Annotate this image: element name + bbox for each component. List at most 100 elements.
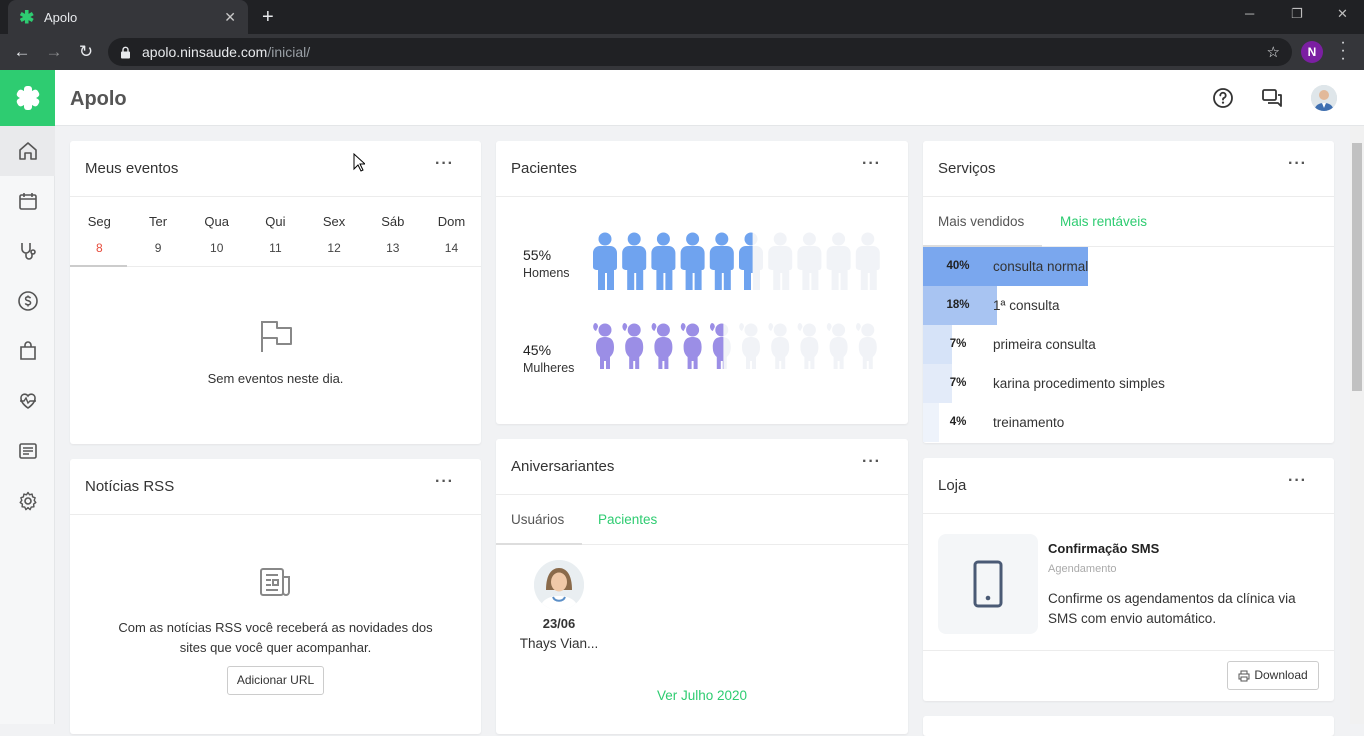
home-icon — [18, 142, 37, 160]
see-next-month-link[interactable]: Ver Julho 2020 — [656, 688, 748, 703]
sidebar-item-financial[interactable] — [0, 276, 55, 326]
browser-toolbar: ← → ↻ apolo.ninsaude.com/inicial/ ☆ N · ·… — [0, 34, 1364, 70]
day-1[interactable]: Ter 9 — [129, 197, 188, 266]
man-figure — [593, 232, 617, 290]
woman-figure — [826, 323, 848, 369]
minimize-icon[interactable]: ─ — [1245, 6, 1255, 21]
product-title[interactable]: Confirmação SMS — [1048, 541, 1160, 556]
sidebar-item-health[interactable] — [0, 376, 55, 426]
service-percent: 4% — [949, 416, 967, 428]
stethoscope-icon — [20, 243, 36, 260]
download-button[interactable]: Download — [1227, 661, 1319, 690]
bookmark-star-icon[interactable]: ☆ — [1266, 44, 1280, 61]
week-day-selector: Seg 8 Ter 9 Qua 10 Qui 11 Sex 12 Sáb 13 Dom 14 — [70, 197, 481, 267]
tab-pacientes[interactable]: Pacientes — [598, 512, 658, 527]
service-bar — [923, 364, 952, 403]
events-more-icon[interactable]: ··· — [435, 155, 454, 172]
day-5[interactable]: Sáb 13 — [363, 197, 422, 266]
sidebar-item-reports[interactable] — [0, 426, 55, 476]
rss-more-icon[interactable]: ··· — [435, 473, 454, 490]
day-0[interactable]: Seg 8 — [70, 197, 129, 266]
sidebar-item-calendar[interactable] — [0, 176, 55, 226]
day-date: 10 — [210, 241, 224, 255]
sidebar-item-clinical[interactable] — [0, 226, 55, 276]
document-list-icon — [18, 443, 37, 459]
day-name: Qua — [204, 214, 229, 229]
tab-usuarios[interactable]: Usuários — [511, 512, 565, 527]
browser-profile-avatar[interactable]: N — [1301, 41, 1323, 63]
birthdays-more-icon[interactable]: ··· — [862, 453, 881, 470]
services-card: Serviços ··· Mais vendidos Mais rentávei… — [923, 141, 1334, 443]
url-path: /inicial/ — [267, 44, 311, 60]
add-url-button[interactable]: Adicionar URL — [227, 666, 324, 695]
service-row: 7% karina procedimento simples — [923, 364, 1335, 403]
men-figures-chart — [593, 232, 880, 290]
app-title: Apolo — [70, 88, 127, 110]
page-scrollbar-thumb[interactable] — [1352, 143, 1362, 391]
logo-icon — [16, 86, 39, 110]
store-more-icon[interactable]: ··· — [1288, 472, 1307, 489]
heartbeat-icon — [19, 393, 36, 409]
day-6[interactable]: Dom 14 — [422, 197, 481, 266]
service-name: treinamento — [993, 415, 1065, 430]
day-date: 13 — [386, 241, 400, 255]
man-figure — [855, 232, 880, 290]
men-row: 55% Homens — [496, 231, 908, 301]
patients-card-header: Pacientes ··· — [496, 141, 908, 197]
sidebar-item-settings[interactable] — [0, 476, 55, 526]
birthday-name: Thays Vian... — [519, 636, 599, 651]
woman-figure — [651, 323, 673, 369]
day-date: 11 — [269, 241, 282, 255]
service-percent: 18% — [946, 299, 970, 311]
tab-mais-vendidos[interactable]: Mais vendidos — [938, 214, 1025, 229]
events-card: Meus eventos ··· Seg 8 Ter 9 Qua 10 Qui 11 Sex 12… — [70, 141, 481, 444]
sidebar-item-home[interactable] — [0, 126, 55, 176]
store-card-header: Loja ··· — [923, 458, 1334, 514]
close-window-icon[interactable]: ✕ — [1337, 6, 1348, 21]
birthday-person-avatar[interactable] — [534, 560, 584, 610]
browser-menu-icon[interactable]: · · · — [1340, 34, 1346, 67]
new-tab-icon[interactable]: + — [262, 6, 274, 28]
close-tab-icon[interactable]: ✕ — [224, 8, 236, 25]
chat-icon[interactable] — [1261, 87, 1283, 109]
user-avatar[interactable] — [1311, 85, 1337, 111]
product-image[interactable] — [938, 534, 1038, 634]
service-percent: 40% — [946, 260, 970, 272]
day-2[interactable]: Qua 10 — [187, 197, 246, 266]
day-date: 12 — [327, 241, 341, 255]
service-bar — [923, 325, 952, 364]
app-logo[interactable] — [0, 70, 55, 126]
tab-mais-rentaveis[interactable]: Mais rentáveis — [1060, 214, 1148, 229]
patients-more-icon[interactable]: ··· — [862, 155, 881, 172]
sidebar-item-store[interactable] — [0, 326, 55, 376]
help-icon[interactable] — [1212, 87, 1234, 109]
birthdays-card: Aniversariantes ··· Usuários Pacientes 2… — [496, 439, 908, 734]
services-more-icon[interactable]: ··· — [1288, 155, 1307, 172]
day-3[interactable]: Qui 11 — [246, 197, 305, 266]
rss-description-line1: Com as notícias RSS você receberá as nov… — [118, 620, 433, 635]
services-card-header: Serviços ··· — [923, 141, 1334, 197]
man-figure — [651, 232, 676, 290]
events-card-title: Meus eventos — [85, 160, 179, 177]
woman-figure — [768, 323, 790, 369]
product-description-line2: SMS com envio automático. — [1048, 611, 1217, 626]
birthdays-card-header: Aniversariantes ··· — [496, 439, 908, 495]
next-card-partial — [923, 716, 1334, 736]
day-name: Sáb — [381, 214, 405, 229]
day-4[interactable]: Sex 12 — [305, 197, 364, 266]
man-figure — [768, 232, 793, 290]
restore-icon[interactable]: ❐ — [1291, 6, 1303, 21]
back-icon[interactable]: ← — [13, 42, 31, 61]
forward-icon[interactable]: → — [45, 42, 63, 61]
browser-tab[interactable]: Apolo ✕ — [8, 0, 248, 34]
rss-description: Com as notícias RSS você receberá as nov… — [70, 618, 481, 658]
service-row: 40% consulta normal — [923, 247, 1335, 286]
reload-icon[interactable]: ↻ — [78, 42, 94, 61]
address-bar[interactable]: apolo.ninsaude.com/inicial/ ☆ — [108, 38, 1292, 66]
birthdays-tabs: Usuários Pacientes — [496, 495, 908, 545]
empty-flag-icon — [70, 318, 481, 359]
service-name: primeira consulta — [993, 337, 1096, 352]
service-row: 18% 1ª consulta — [923, 286, 1335, 325]
rss-card: Notícias RSS ··· Com as notícias RSS voc… — [70, 459, 481, 734]
woman-figure — [797, 323, 819, 369]
